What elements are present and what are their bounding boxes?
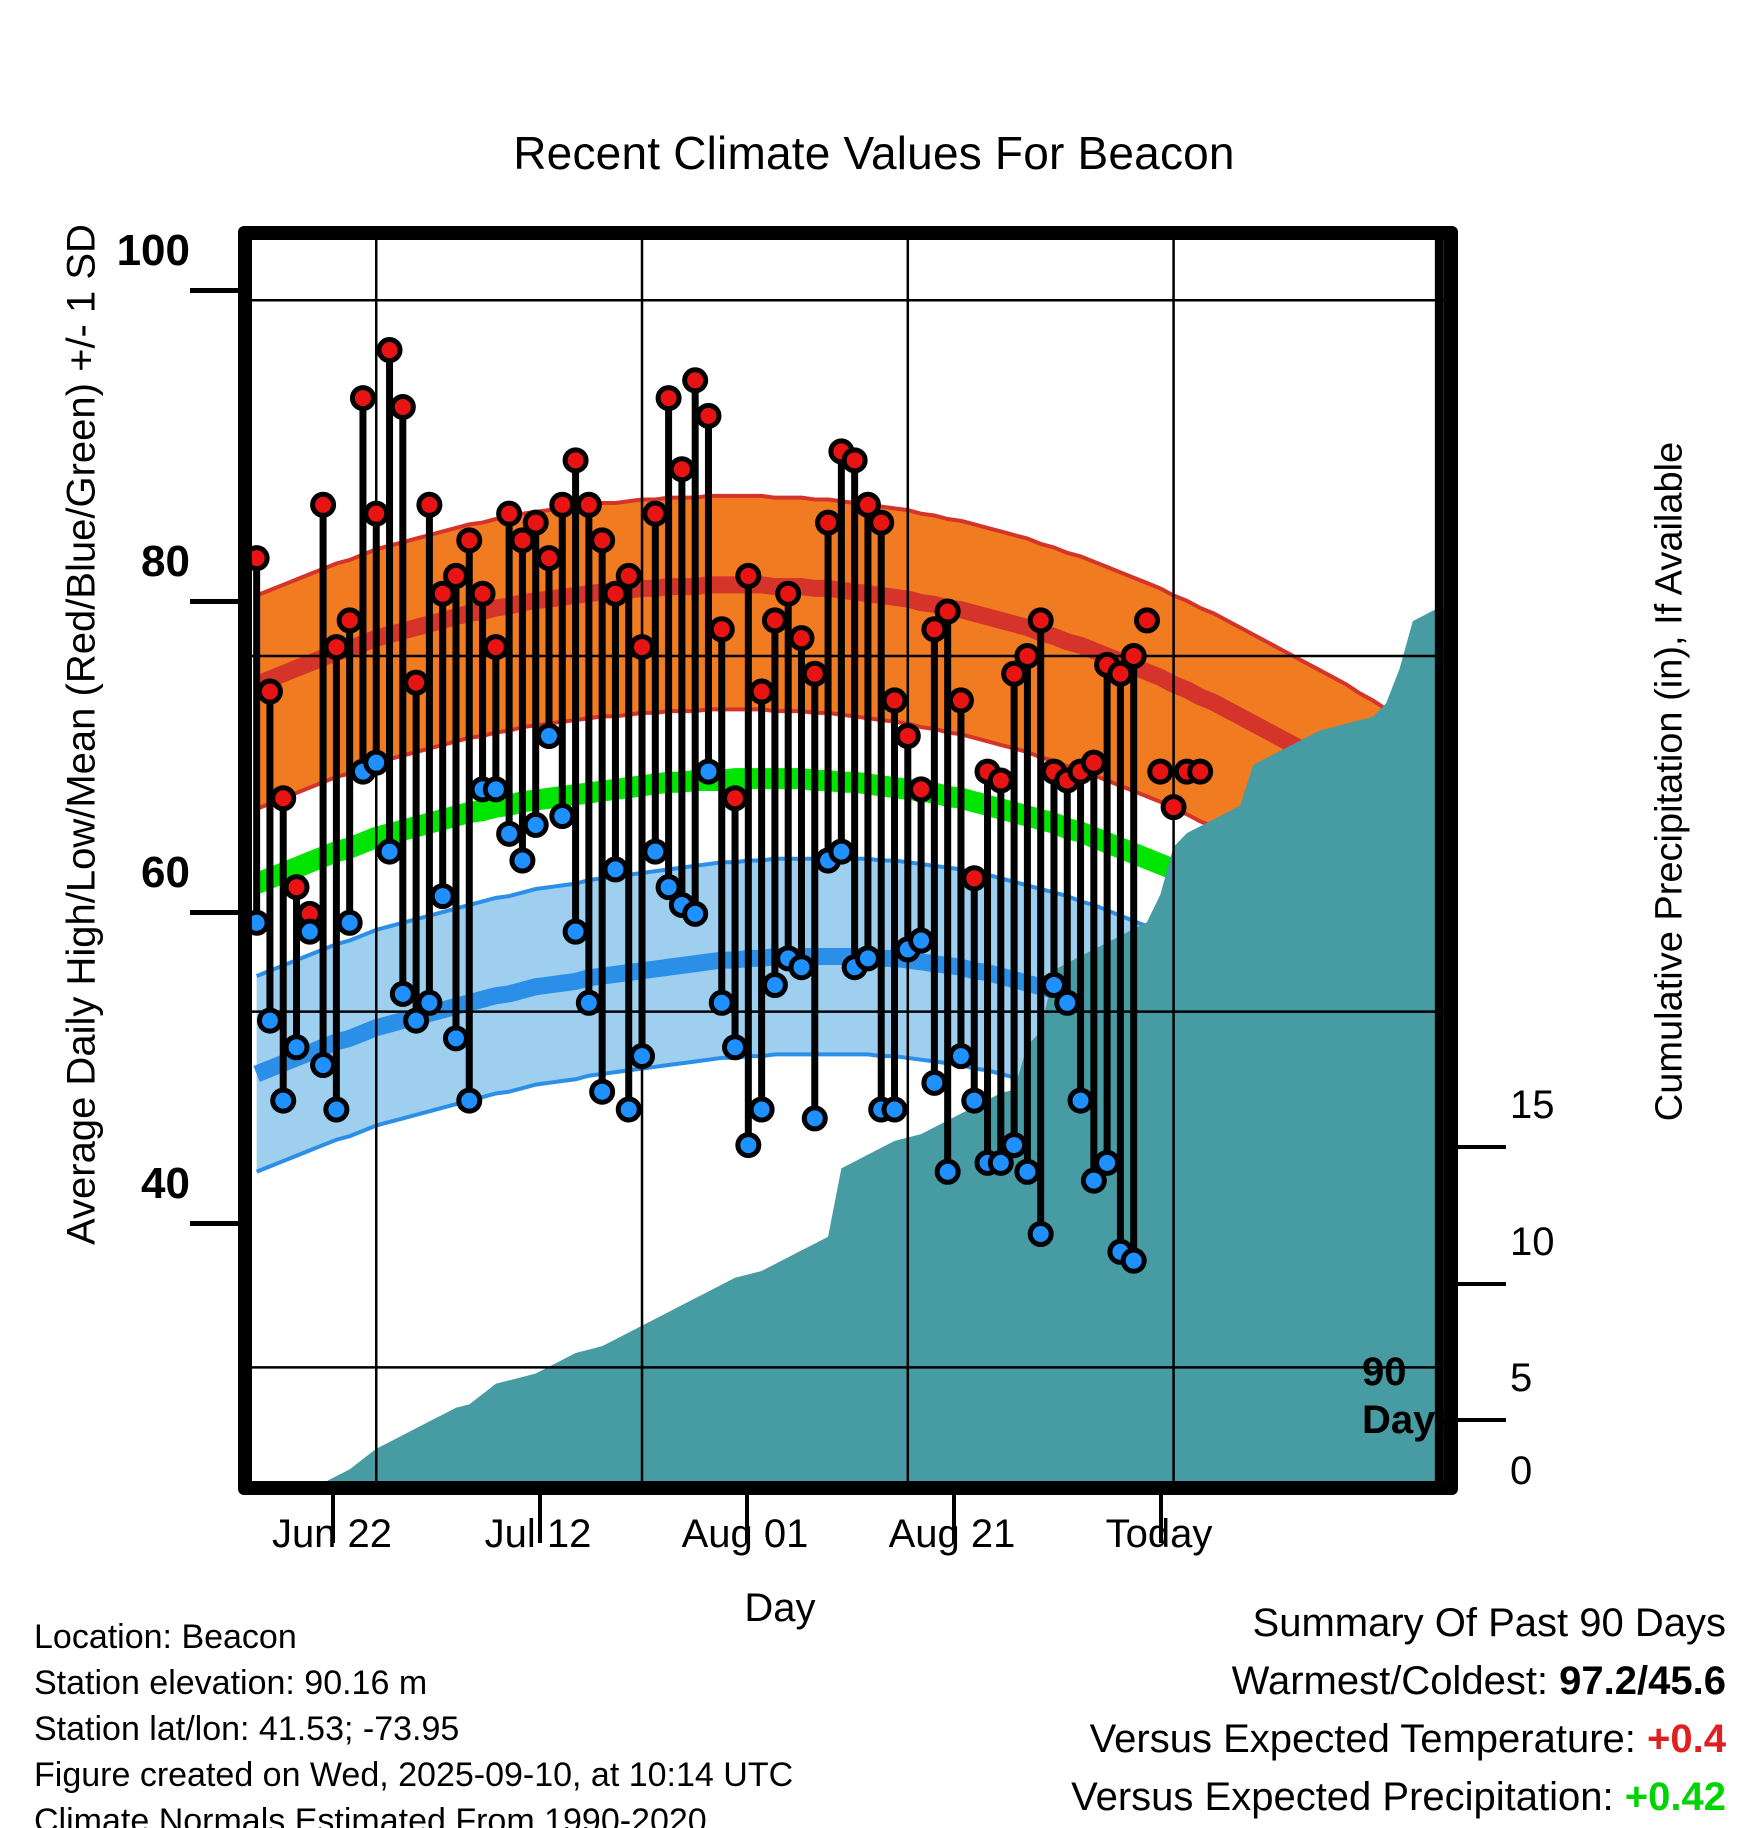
tickmark-left-60 [190,910,238,915]
y-tick-right-15: 15 [1510,1083,1555,1127]
tickmark-bottom-5 [1159,1495,1163,1543]
tickmark-right-15 [1458,1145,1506,1149]
tickmark-bottom-2 [538,1495,542,1543]
figure-metadata: Location: Beacon Station elevation: 90.1… [34,1614,793,1828]
summary-temp-anomaly: Versus Expected Temperature: +0.4 [1071,1710,1726,1768]
today-marker-annotation: 90 Days [1362,1348,1458,1444]
y-tick-right-5: 5 [1510,1356,1533,1400]
tickmark-right-0 [1458,1418,1506,1422]
today-marker-line2: Days [1362,1398,1458,1442]
meta-normals: Climate Normals Estimated From 1990-2020 [34,1802,707,1828]
summary-precip-value: +0.42 [1624,1775,1726,1819]
y-tick-left-100: 100 [116,226,190,275]
tickmark-left-80 [190,599,238,604]
y-tick-left-60: 60 [141,848,190,897]
chart-canvas [250,238,1446,1483]
summary-temp-label: Versus Expected Temperature: [1089,1717,1636,1761]
summary-precip-anomaly: Versus Expected Precipitation: +0.42 [1071,1768,1726,1826]
summary-warmest-coldest-value: 97.2/45.6 [1559,1659,1726,1703]
y-tick-left-40: 40 [141,1159,190,1208]
summary-warmest-coldest-label: Warmest/Coldest: [1231,1659,1549,1703]
summary-temp-value: +0.4 [1647,1717,1726,1761]
tickmark-left-40 [190,1221,238,1226]
meta-elevation: Station elevation: 90.16 m [34,1664,428,1702]
summary-heading: Summary Of Past 90 Days [1252,1601,1726,1645]
meta-created: Figure created on Wed, 2025-09-10, at 10… [34,1756,794,1794]
y-tick-left-80: 80 [141,537,190,586]
today-marker-line1: 90 [1362,1350,1407,1394]
meta-latlon: Station lat/lon: 41.53; -73.95 [34,1710,460,1748]
y-tick-right-0: 0 [1510,1449,1533,1493]
y-tick-right-10: 10 [1510,1220,1555,1264]
page-title: Recent Climate Values For Beacon [513,127,1235,179]
tickmark-bottom-4 [952,1495,956,1543]
tickmark-left-100 [190,288,238,293]
summary-warmest-coldest: Warmest/Coldest: 97.2/45.6 [1071,1652,1726,1710]
tickmark-right-5 [1458,1282,1506,1286]
tickmark-bottom-1 [331,1495,335,1543]
meta-location: Location: Beacon [34,1618,297,1656]
summary-panel: Summary Of Past 90 Days Warmest/Coldest:… [1071,1594,1726,1826]
x-axis-label: Day [744,1586,816,1630]
y-axis-label-left: Average Daily High/Low/Mean (Red/Blue/Gr… [59,224,104,1245]
summary-precip-label: Versus Expected Precipitation: [1071,1775,1614,1819]
plot-area [250,238,1446,1483]
tickmark-bottom-3 [745,1495,749,1543]
y-axis-label-right: Cumulative Precipitation (in), If Availa… [1648,441,1691,1122]
